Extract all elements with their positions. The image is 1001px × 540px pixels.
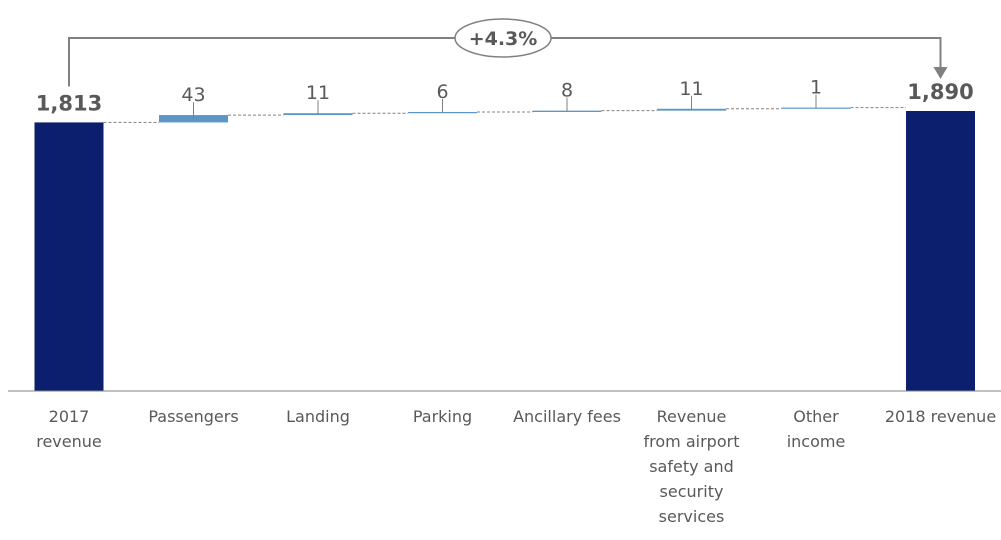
increment-bar [657,108,726,111]
category-label: 2018 revenue [885,407,996,426]
total-value-label: 1,890 [907,80,973,104]
increment-value-label: 11 [306,82,330,104]
growth-arrowhead [933,67,948,79]
total-bar [34,122,104,391]
increment-value-label: 1 [810,77,822,99]
total-bar [906,111,975,391]
increment-value-label: 8 [561,80,573,102]
total-value-label: 1,813 [36,91,102,115]
growth-annotation: +4.3% [469,28,538,50]
category-label: Passengers [148,407,238,426]
category-label: Revenue from airport safety and security ser… [644,407,740,526]
increment-value-label: 11 [679,78,703,100]
category-label: Other income [787,407,846,451]
increment-value-label: 6 [436,81,448,103]
category-label: Landing [286,407,350,426]
category-label: Ancillary fees [513,407,621,426]
increment-value-label: 43 [181,84,205,106]
growth-ellipse [454,18,552,58]
category-label: Parking [413,407,472,426]
category-label: 2017 revenue [36,407,102,451]
